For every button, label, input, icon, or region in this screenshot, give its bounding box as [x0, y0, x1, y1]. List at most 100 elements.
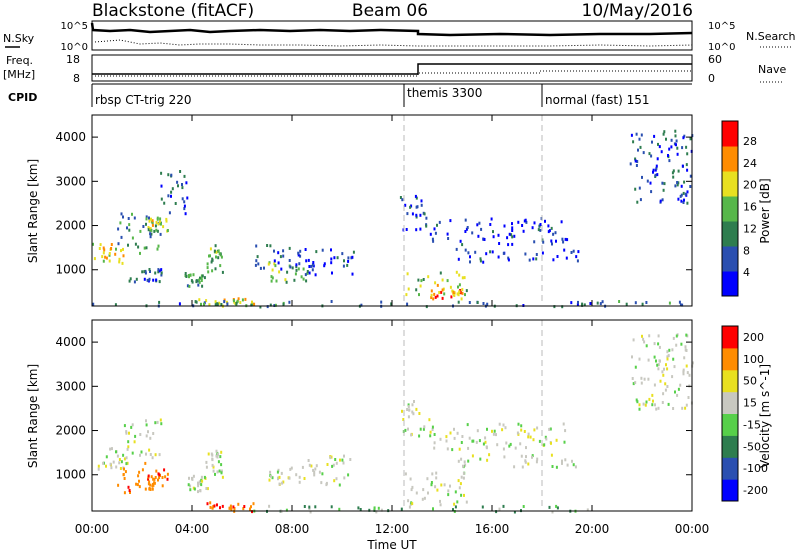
- echo-point: [211, 506, 214, 510]
- colorbar-tick-label: 50: [743, 375, 757, 388]
- echo-point: [108, 259, 111, 263]
- echo-point: [435, 471, 438, 475]
- echo-point: [217, 452, 220, 456]
- echo-point: [464, 218, 467, 222]
- echo-point: [148, 219, 151, 223]
- echo-point: [308, 271, 311, 275]
- echo-point: [423, 496, 426, 500]
- echo-point: [450, 295, 453, 299]
- echo-point: [155, 469, 158, 473]
- echo-point: [257, 262, 260, 266]
- echo-point: [168, 211, 171, 215]
- echo-point: [650, 190, 653, 194]
- echo-point: [200, 483, 203, 487]
- echo-point: [214, 267, 217, 271]
- echo-point: [654, 173, 657, 177]
- echo-point: [118, 260, 121, 264]
- echo-point: [493, 429, 496, 433]
- echo-point: [404, 428, 407, 432]
- echo-point: [661, 198, 664, 202]
- echo-point: [251, 300, 253, 304]
- echo-point: [576, 259, 579, 263]
- echo-point: [145, 222, 147, 226]
- echo-point: [468, 436, 471, 440]
- echo-point: [147, 279, 150, 283]
- echo-point: [310, 264, 313, 268]
- echo-point: [686, 152, 689, 156]
- power-colorbar-label: Power [dB]: [758, 178, 772, 243]
- colorbar-segment: [722, 171, 738, 197]
- echo-point: [662, 392, 665, 396]
- echo-point: [551, 510, 554, 514]
- echo-point: [153, 481, 156, 485]
- echo-point: [159, 220, 161, 224]
- echo-point: [533, 240, 536, 244]
- echo-point: [674, 134, 677, 138]
- echo-point: [507, 256, 510, 260]
- echo-point: [539, 228, 542, 232]
- noise-right-tick-bottom: 10^0: [708, 42, 735, 53]
- echo-point: [638, 407, 641, 411]
- echo-point: [458, 290, 461, 294]
- echo-point: [143, 277, 146, 281]
- echo-point: [161, 476, 164, 479]
- x-tick-label: 12:00: [375, 522, 410, 536]
- echo-point: [464, 463, 467, 467]
- echo-point: [638, 357, 641, 361]
- echo-point: [186, 284, 189, 288]
- echo-point: [133, 280, 136, 284]
- echo-point: [674, 390, 676, 394]
- echo-point: [330, 455, 333, 459]
- echo-point: [325, 483, 328, 487]
- echo-point: [420, 279, 423, 283]
- echo-point: [411, 212, 414, 216]
- echo-point: [502, 447, 505, 451]
- echo-point: [667, 354, 670, 358]
- echo-point: [235, 302, 238, 305]
- cpid-label: CPID: [8, 91, 37, 104]
- echo-point: [191, 476, 193, 480]
- echo-point: [561, 305, 564, 309]
- echo-point: [183, 207, 186, 211]
- x-tick-label: 00:00: [675, 522, 710, 536]
- echo-point: [406, 408, 409, 411]
- nave-label: Nave: [758, 63, 786, 76]
- echo-point: [541, 251, 544, 255]
- cpid-segment-3: normal (fast) 151: [545, 93, 649, 107]
- echo-point: [117, 242, 120, 246]
- echo-point: [527, 462, 530, 466]
- echo-point: [321, 472, 324, 476]
- x-tick-label: 20:00: [575, 522, 610, 536]
- echo-point: [550, 226, 553, 230]
- echo-point: [651, 393, 654, 397]
- echo-point: [308, 505, 311, 509]
- echo-point: [268, 504, 271, 508]
- echo-point: [502, 251, 505, 255]
- echo-point: [430, 481, 433, 484]
- echo-point: [280, 471, 283, 475]
- noise-left-tick-bottom: 10^0: [61, 42, 88, 53]
- echo-point: [313, 470, 316, 474]
- echo-point: [250, 303, 253, 307]
- echo-point: [513, 510, 516, 514]
- echo-point: [282, 302, 285, 306]
- echo-point: [666, 355, 669, 359]
- echo-point: [206, 487, 209, 491]
- echo-point: [566, 463, 569, 467]
- colorbar-tick-label: 12: [743, 222, 757, 235]
- echo-point: [255, 244, 258, 248]
- echo-point: [213, 504, 216, 508]
- colorbar-tick-label: 16: [743, 201, 757, 214]
- echo-point: [342, 461, 345, 465]
- echo-point: [659, 379, 662, 383]
- echo-point: [659, 199, 662, 203]
- echo-point: [128, 431, 130, 435]
- echo-point: [682, 370, 685, 374]
- echo-point: [347, 259, 350, 263]
- echo-point: [120, 235, 123, 239]
- echo-point: [158, 453, 161, 457]
- echo-point: [456, 500, 459, 504]
- echo-point: [218, 469, 221, 473]
- echo-point: [454, 490, 457, 494]
- echo-point: [201, 479, 204, 483]
